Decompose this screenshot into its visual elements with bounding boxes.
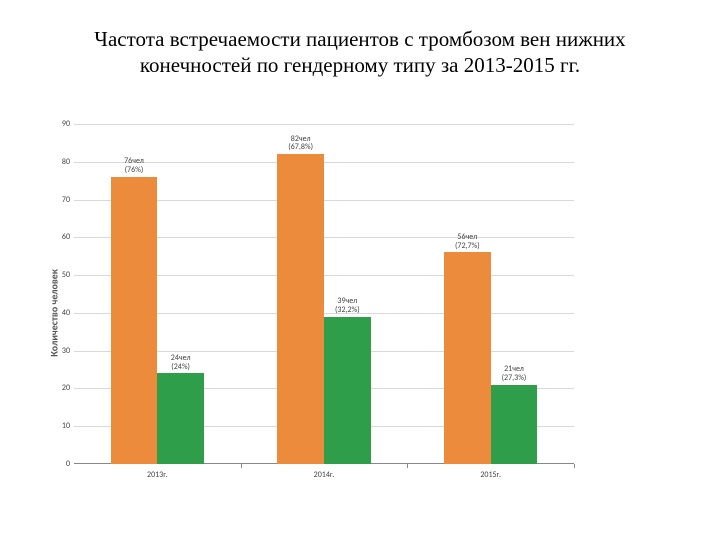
bar-мужчины: 39чел(32,2%) xyxy=(324,317,371,464)
y-tick-label: 10 xyxy=(50,421,70,431)
y-tick-label: 80 xyxy=(50,157,70,167)
y-tick-label: 60 xyxy=(50,232,70,242)
x-tick xyxy=(574,464,575,468)
slide: Частота встречаемости пациентов с тромбо… xyxy=(0,0,720,540)
y-tick-label: 0 xyxy=(50,459,70,469)
x-category-label: 2014г. xyxy=(314,470,335,480)
bar-value-label: 76чел(76%) xyxy=(124,157,144,175)
grid-line xyxy=(74,124,574,125)
bar-value-label: 56чел(72,7%) xyxy=(455,233,480,251)
x-category-label: 2013г. xyxy=(147,470,168,480)
bar-мужчины: 21чел(27,3%) xyxy=(491,385,538,464)
bar-value-label: 82чел(67,8%) xyxy=(288,135,313,153)
y-tick-label: 50 xyxy=(50,270,70,280)
bar-женщины: 76чел(76%) xyxy=(111,177,158,464)
y-tick-label: 90 xyxy=(50,119,70,129)
x-tick xyxy=(407,464,408,468)
bar-женщины: 82чел(67,8%) xyxy=(277,154,324,464)
bar-value-label: 21чел(27,3%) xyxy=(502,365,527,383)
grid-line xyxy=(74,162,574,163)
bar-value-label: 24чел(24%) xyxy=(171,354,191,372)
bar-мужчины: 24чел(24%) xyxy=(157,373,204,464)
y-tick-label: 30 xyxy=(50,346,70,356)
y-tick-label: 20 xyxy=(50,383,70,393)
y-tick-label: 40 xyxy=(50,308,70,318)
x-tick xyxy=(241,464,242,468)
x-category-label: 2015г. xyxy=(480,470,501,480)
page-title: Частота встречаемости пациентов с тромбо… xyxy=(40,26,680,79)
plot-area: 01020304050607080902013г.76чел(76%)24чел… xyxy=(74,124,574,464)
bar-value-label: 39чел(32,2%) xyxy=(335,297,360,315)
chart: Количество человек 010203040506070809020… xyxy=(40,118,680,508)
y-tick-label: 70 xyxy=(50,195,70,205)
bar-женщины: 56чел(72,7%) xyxy=(444,252,491,464)
